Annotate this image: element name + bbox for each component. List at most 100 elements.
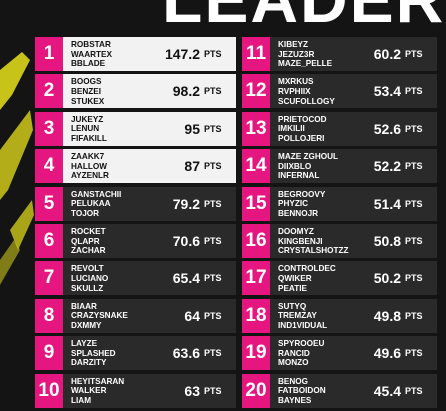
leaderboard-row: 7 REVOLT LUCIANO SKULLZ 65.4 PTS: [35, 261, 236, 296]
points: 50.2: [373, 270, 401, 287]
points-unit: PTS: [405, 348, 423, 359]
leaderboard-row: 13 PRIETOCOD IMKILII POLLOJERI 52.6 PTS: [242, 111, 437, 146]
player-names: ROBSTAR WAARTEX BBLADE: [71, 40, 112, 69]
player-name: SPLASHED: [71, 348, 116, 358]
leaderboard-row: 6 ROCKET QLAPR ZACHAR 70.6 PTS: [35, 224, 236, 258]
player-names: CONTROLDEC QWIKER PEATIE: [278, 264, 336, 293]
leaderboard-row: 9 LAYZE SPLASHED DARZITY 63.6 PTS: [35, 336, 236, 371]
player-name: HALLOW: [71, 161, 107, 171]
leaderboard-row: 18 SUTYQ TREMZAY IND1VIDUAL 49.8 PTS: [242, 298, 437, 333]
player-name: HEYITSARAN: [71, 376, 125, 386]
player-name: FIFAKILL: [71, 133, 107, 143]
points-unit: PTS: [405, 273, 423, 284]
player-name: BAYNES: [278, 395, 312, 405]
player-name: MAZE_PELLE: [278, 59, 333, 69]
player-name: ROBSTAR: [71, 40, 111, 49]
points: 52.2: [373, 158, 401, 175]
player-names: ROCKET QLAPR ZACHAR: [71, 227, 106, 256]
player-name: LIAM: [71, 395, 92, 405]
player-names: SPYROOEU RANCID MONZO: [278, 339, 324, 368]
player-name: STUKEX: [71, 96, 105, 106]
player-name: DIIXBLO: [278, 161, 312, 171]
rank: 18: [242, 298, 270, 333]
points-unit: PTS: [204, 273, 222, 284]
points-unit: PTS: [204, 385, 222, 396]
player-name: ZACHAR: [71, 246, 106, 256]
player-name: BENZEI: [71, 86, 102, 96]
player-name: INFERNAL: [278, 171, 320, 181]
leaderboard-row: 20 BENOG FATBOIDON BAYNES 45.4 PTS: [242, 373, 437, 408]
player-names: BEGROOVY PHYZIC BENNOJR: [278, 190, 325, 219]
player-name: PRIETOCOD: [278, 114, 327, 124]
player-name: POLLOJERI: [278, 133, 325, 143]
player-names: DOOMYZ KINGBENJI CRYSTALSHOTZZ: [278, 227, 349, 256]
leaderboard-row: 5 GANSTACHII PELUKAA TOJOR 79.2 PTS: [35, 186, 236, 221]
points-unit: PTS: [405, 49, 423, 59]
player-name: IMKILII: [278, 124, 305, 134]
player-name: PELUKAA: [71, 199, 111, 209]
points-unit: PTS: [405, 310, 423, 321]
leaderboard-row: 8 BIAAR CRAZYSNAKE DXMMY 64 PTS: [35, 298, 236, 333]
player-names: MXRKUS RVPHIIX SCUFOLLOGY: [278, 77, 335, 106]
points-unit: PTS: [204, 236, 222, 246]
player-name: AYZENLR: [71, 171, 109, 181]
player-name: MXRKUS: [278, 77, 314, 87]
rank: 13: [242, 111, 270, 146]
player-name: BENNOJR: [278, 208, 319, 218]
points-unit: PTS: [405, 123, 423, 134]
rank: 3: [35, 111, 63, 146]
leaderboard-row: 3 JUKEYZ LENUN FIFAKILL 95 PTS: [35, 111, 236, 146]
player-name: QLAPR: [71, 236, 100, 246]
player-name: SKULLZ: [71, 283, 104, 293]
leaderboard-row: 1 ROBSTAR WAARTEX BBLADE 147.2 PTS: [35, 37, 236, 71]
player-names: ZAAKK7 HALLOW AYZENLR: [71, 152, 109, 181]
player-name: BEGROOVY: [278, 189, 326, 199]
player-name: WAARTEX: [71, 49, 112, 59]
rank: 20: [242, 373, 270, 408]
rank: 9: [35, 336, 63, 371]
player-name: RVPHIIX: [278, 86, 311, 96]
points-unit: PTS: [204, 123, 222, 134]
player-name: GANSTACHII: [71, 189, 122, 199]
player-names: JUKEYZ LENUN FIFAKILL: [71, 115, 107, 144]
player-name: DOOMYZ: [278, 227, 314, 236]
leaderboard-row: 14 MAZE ZGHOUL DIIXBLO INFERNAL 52.2 PTS: [242, 149, 437, 184]
points-unit: PTS: [204, 86, 222, 97]
rank: 5: [35, 186, 63, 221]
points: 87: [184, 158, 200, 175]
player-name: TREMZAY: [278, 311, 317, 321]
points-unit: PTS: [405, 236, 423, 246]
points-unit: PTS: [204, 198, 222, 209]
points: 49.8: [373, 307, 401, 324]
rank: 11: [242, 37, 270, 71]
player-name: QWIKER: [278, 273, 312, 283]
player-name: CRAZYSNAKE: [71, 311, 128, 321]
player-name: LUCIANO: [71, 273, 109, 283]
rank: 15: [242, 186, 270, 221]
leaderboard-row: 11 KIBEYZ JEZUZ3R MAZE_PELLE 60.2 PTS: [242, 37, 437, 71]
player-name: SPYROOEU: [278, 339, 325, 349]
player-name: ZAAKK7: [71, 152, 105, 162]
player-name: SUTYQ: [278, 301, 307, 311]
player-name: LENUN: [71, 124, 100, 134]
points: 70.6: [172, 233, 200, 249]
points: 98.2: [172, 83, 200, 100]
player-name: DXMMY: [71, 320, 102, 330]
rank: 2: [35, 74, 63, 109]
player-name: PEATIE: [278, 283, 307, 293]
player-name: CONTROLDEC: [278, 264, 336, 274]
points: 45.4: [373, 382, 401, 399]
rank: 4: [35, 149, 63, 184]
points: 65.4: [172, 270, 200, 287]
player-name: PHYZIC: [278, 199, 309, 209]
points: 147.2: [164, 46, 200, 62]
rank: 7: [35, 261, 63, 296]
rank: 10: [35, 373, 63, 408]
player-name: TOJOR: [71, 208, 100, 218]
leaderboard-row: 19 SPYROOEU RANCID MONZO 49.6 PTS: [242, 336, 437, 371]
player-name: BIAAR: [71, 301, 97, 311]
points: 64: [184, 307, 200, 324]
player-name: IND1VIDUAL: [278, 320, 328, 330]
